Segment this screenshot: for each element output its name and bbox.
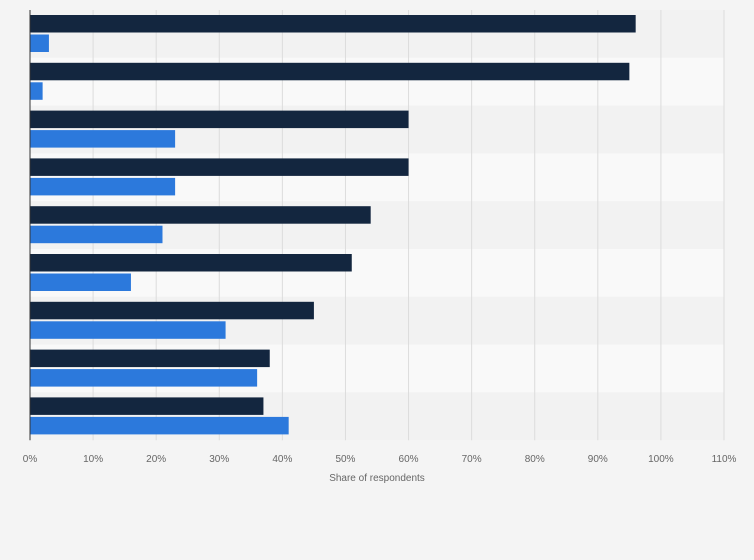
bar-series-2 xyxy=(30,82,43,100)
bar-series-2 xyxy=(30,34,49,52)
bar-series-2 xyxy=(30,416,289,435)
x-axis-title: Share of respondents xyxy=(329,473,425,484)
x-tick-label: 10% xyxy=(83,454,103,465)
gridlines xyxy=(92,10,725,441)
bar-series-1 xyxy=(30,301,314,320)
bar-series-2 xyxy=(30,177,176,196)
bar-series-1 xyxy=(30,349,270,368)
x-tick-label: 80% xyxy=(525,454,545,465)
x-tick-label: 30% xyxy=(209,454,229,465)
bar-series-1 xyxy=(30,158,409,176)
x-tick-label: 50% xyxy=(335,454,355,465)
bar-series-1 xyxy=(30,15,636,33)
x-tick-label: 60% xyxy=(399,454,419,465)
bar-series-1 xyxy=(30,206,371,224)
x-tick-label: 100% xyxy=(648,454,674,465)
x-tick-label: 110% xyxy=(712,454,737,465)
bar-series-1 xyxy=(30,110,409,129)
bar-series-1 xyxy=(30,397,264,415)
bars xyxy=(30,15,636,435)
bar-series-1 xyxy=(30,254,352,272)
bar-series-1 xyxy=(30,62,630,81)
x-tick-label: 20% xyxy=(146,454,166,465)
x-tick-label: 70% xyxy=(462,454,482,465)
x-tick-label: 90% xyxy=(588,454,608,465)
bar-series-2 xyxy=(30,321,226,339)
bar-series-2 xyxy=(30,225,163,244)
bar-series-2 xyxy=(30,369,258,387)
x-tick-label: 40% xyxy=(272,454,292,465)
bar-series-2 xyxy=(30,273,131,291)
bar-series-2 xyxy=(30,130,176,148)
x-tick-label: 0% xyxy=(23,454,38,465)
x-axis-ticks: 0% 10% 20% 30% 40% 50% 60% 70% 80% 90% 100% 110% xyxy=(23,454,737,465)
